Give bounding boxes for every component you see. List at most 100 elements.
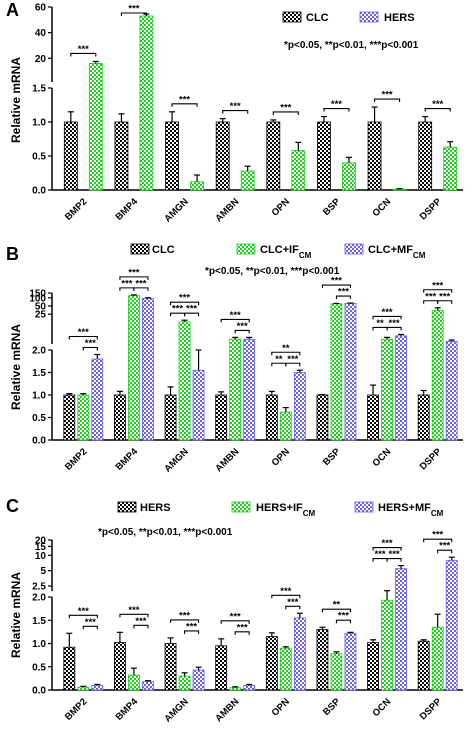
x-tick-label: BMP2 <box>63 446 89 472</box>
significance-right-bracket <box>133 287 149 291</box>
significance-inner-bracket <box>234 329 250 334</box>
bar <box>240 170 255 191</box>
significance-right-label: *** <box>287 354 298 365</box>
x-tick-label: OCN <box>370 196 393 219</box>
significance-bracket <box>323 108 350 112</box>
bar <box>91 684 104 691</box>
significance-outer-bracket <box>220 318 250 323</box>
x-tick-label: OPN <box>270 196 292 218</box>
x-tick-label: BSP <box>321 446 343 468</box>
bar <box>88 63 103 191</box>
significance-outer-label: ** <box>333 600 341 611</box>
significance-inner-bracket <box>234 631 250 635</box>
bar <box>114 121 129 191</box>
bar <box>128 674 140 691</box>
significance-bracket <box>222 110 249 114</box>
significance-inner-label: *** <box>237 321 248 332</box>
y-tick-label: 0.5 <box>32 413 46 424</box>
x-tick-label: BMP4 <box>114 446 141 473</box>
significance-inner-label: *** <box>338 611 349 622</box>
significance-right-bracket <box>184 312 200 317</box>
legend-label: CLC+IFCM <box>260 244 312 260</box>
significance-label: *** <box>128 4 139 15</box>
significance-outer-label: *** <box>382 538 393 549</box>
bar <box>77 686 90 691</box>
legend-label: HERS <box>384 12 415 24</box>
significance-bracket <box>171 103 198 107</box>
significance-inner-bracket <box>184 630 200 634</box>
significance-outer-bracket <box>372 547 402 551</box>
significance-outer-label: ** <box>282 343 290 354</box>
y-tick-label: 20 <box>35 536 47 547</box>
significance-left-label: ** <box>376 318 384 329</box>
bar <box>142 297 154 441</box>
bar <box>243 338 256 441</box>
significance-outer-label: *** <box>78 606 89 617</box>
bar <box>381 599 393 691</box>
significance-outer-label: *** <box>128 605 139 616</box>
bar <box>63 394 76 441</box>
y-tick-label: 150 <box>29 289 46 300</box>
y-tick-label: 1.5 <box>32 84 46 95</box>
bar <box>342 162 356 191</box>
legend-label: CLC <box>152 244 175 256</box>
bar <box>418 121 433 191</box>
y-axis-label: Relative mRNA <box>9 572 23 658</box>
x-tick-label: AMGN <box>162 446 190 474</box>
x-tick-label: BSP <box>321 196 343 218</box>
legend-swatch <box>344 243 364 255</box>
x-tick-label: OPN <box>270 446 292 468</box>
significance-outer-label: *** <box>179 610 190 621</box>
legend-label: CLC+MFCM <box>368 244 426 260</box>
significance-right-label: *** <box>389 549 400 560</box>
y-tick-label: 1.5 <box>32 616 46 627</box>
y-tick-label: 0.0 <box>32 686 46 697</box>
significance-outer-label: *** <box>230 310 241 321</box>
significance-outer-bracket <box>321 284 351 289</box>
bar <box>330 653 343 691</box>
significance-outer-bracket <box>423 538 453 543</box>
x-tick-label: BMP4 <box>114 696 141 723</box>
bar <box>139 15 154 191</box>
y-tick-label: 10 <box>35 551 47 562</box>
x-tick-label: BMP2 <box>63 196 89 222</box>
y-tick-label: 1.5 <box>32 368 46 379</box>
bar <box>395 568 407 691</box>
y-tick-label: 50 <box>35 301 47 312</box>
y-tick-label: 0.5 <box>32 662 46 673</box>
significance-right-bracket <box>386 558 402 562</box>
y-tick-label: 25 <box>35 310 47 321</box>
significance-inner-bracket <box>335 295 351 300</box>
bar <box>367 642 379 691</box>
x-tick-label: OPN <box>270 696 292 718</box>
legend-swatch <box>117 501 137 513</box>
bar <box>417 394 430 441</box>
x-tick-label: DSPP <box>418 446 445 473</box>
bar <box>164 643 177 691</box>
x-tick-label: OCN <box>370 446 393 469</box>
significance-outer-bracket <box>321 608 351 613</box>
bar <box>215 121 230 191</box>
bar <box>243 684 256 691</box>
bar <box>367 394 379 441</box>
y-tick-label: 60 <box>35 3 47 14</box>
significance-outer-label: *** <box>179 293 190 304</box>
bar <box>445 559 458 691</box>
y-axis-label: Relative mRNA <box>9 57 23 143</box>
significance-inner-bracket <box>285 605 301 610</box>
bar <box>279 647 292 691</box>
bar <box>178 321 191 441</box>
significance-left-label: *** <box>375 549 386 560</box>
bar <box>63 646 76 691</box>
significance-outer-label: *** <box>128 267 139 278</box>
y-tick-label: 40 <box>35 28 47 39</box>
panel-a: A Relative mRNA 0.0 0.5 1.0 1.5 20 40 60 *** BMP2 *… <box>6 0 463 225</box>
pvalue-note: *p<0.05, **p<0.01, ***p<0.001 <box>284 40 419 51</box>
bar <box>164 394 177 441</box>
bar <box>344 632 357 691</box>
significance-right-label: *** <box>135 278 146 289</box>
bar <box>293 372 306 441</box>
significance-bracket <box>120 12 147 16</box>
significance-right-bracket <box>437 300 453 304</box>
